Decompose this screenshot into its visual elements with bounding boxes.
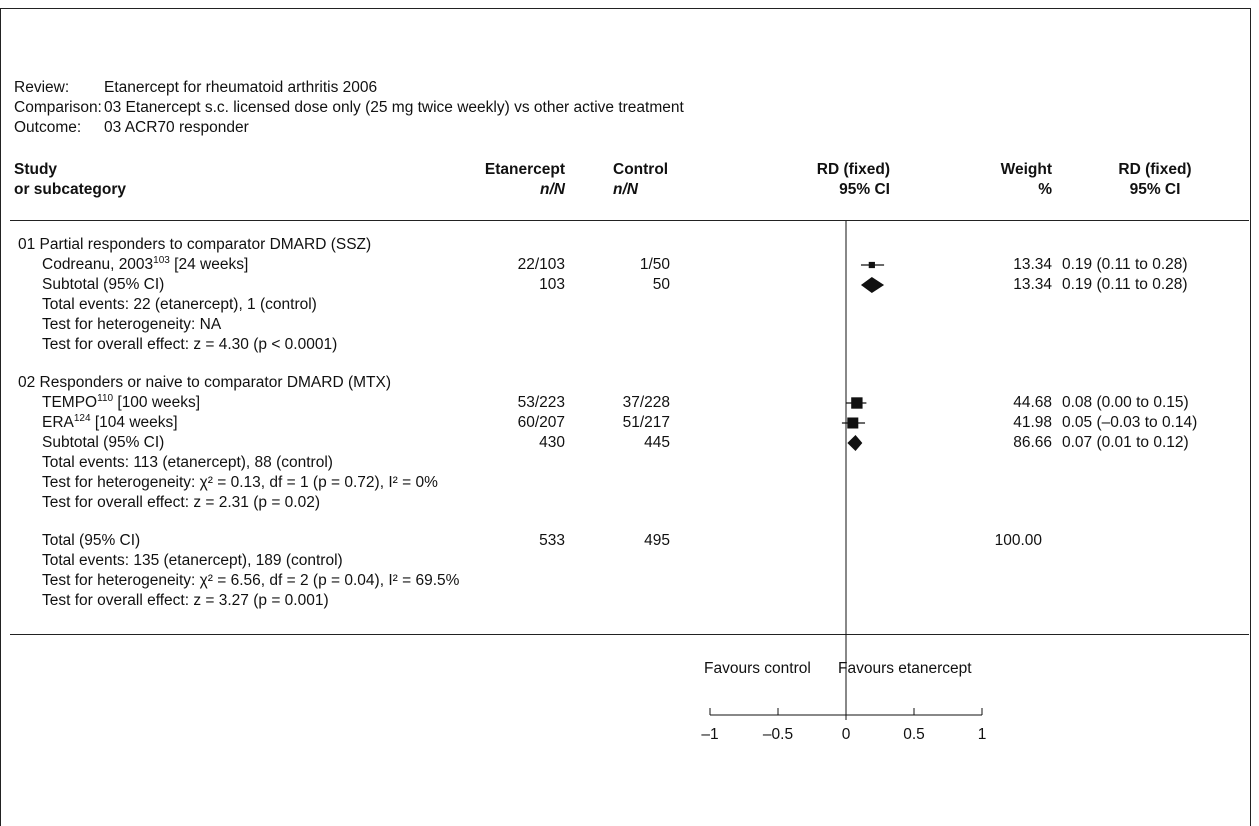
study-label: Codreanu, 2003103 [24 weeks] <box>42 254 249 273</box>
etan-events: 53/223 <box>517 394 565 411</box>
study-point <box>847 417 859 429</box>
overall-effect-test: Test for overall effect: z = 2.31 (p = 0… <box>42 494 321 511</box>
ci-text: 0.19 (0.11 to 0.28) <box>1062 256 1188 273</box>
col-etanercept: Etanercept <box>484 161 565 178</box>
total-etan: 533 <box>539 532 565 549</box>
total-weight: 100.00 <box>994 532 1042 549</box>
favours-etanercept-label: Favours etanercept <box>838 660 972 677</box>
etan-events: 22/103 <box>517 256 565 273</box>
group-title: 01 Partial responders to comparator DMAR… <box>18 236 372 253</box>
study-point <box>851 397 863 409</box>
heterogeneity-test: Test for heterogeneity: NA <box>42 316 222 333</box>
ci-text: 0.08 (0.00 to 0.15) <box>1062 394 1189 411</box>
col-subcategory: or subcategory <box>14 181 126 198</box>
review-value: Etanercept for rheumatoid arthritis 2006 <box>104 79 378 96</box>
overall-effect-test: Test for overall effect: z = 3.27 (p = 0… <box>42 592 329 609</box>
col-control: Control <box>613 161 669 178</box>
x-tick-label: –0.5 <box>763 726 793 743</box>
weight-value: 44.68 <box>1013 394 1052 411</box>
subtotal-ctrl: 445 <box>644 434 670 451</box>
x-tick-label: –1 <box>701 726 718 743</box>
subtotal-weight: 86.66 <box>1013 434 1052 451</box>
subtotal-ctrl: 50 <box>652 276 670 293</box>
col-rd-ci-2: 95% CI <box>1129 181 1181 198</box>
ctrl-events: 51/217 <box>622 414 670 431</box>
etan-events: 60/207 <box>517 414 565 431</box>
subtotal-ci-text: 0.19 (0.11 to 0.28) <box>1062 276 1188 293</box>
subtotal-etan: 103 <box>539 276 565 293</box>
subtotal-diamond <box>847 435 863 451</box>
col-etanercept-nn: n/N <box>540 181 565 198</box>
figure-frame <box>0 8 1251 826</box>
weight-value: 41.98 <box>1013 414 1052 431</box>
subtotal-label: Subtotal (95% CI) <box>42 276 165 293</box>
study-point <box>868 261 875 269</box>
total-ctrl: 495 <box>644 532 670 549</box>
header-divider <box>10 220 1249 221</box>
review-label: Review: <box>14 79 70 96</box>
weight-value: 13.34 <box>1013 256 1052 273</box>
col-rd-ci: 95% CI <box>839 181 890 198</box>
overall-effect-test: Test for overall effect: z = 4.30 (p < 0… <box>42 336 338 353</box>
outcome-value: 03 ACR70 responder <box>104 119 249 136</box>
total-events: Total events: 113 (etanercept), 88 (cont… <box>42 454 333 471</box>
bottom-divider <box>10 634 1249 635</box>
study-label: TEMPO110 [100 weeks] <box>42 392 201 411</box>
x-tick-label: 0 <box>842 726 851 743</box>
study-label: ERA124 [104 weeks] <box>42 412 178 431</box>
heterogeneity-test: Test for heterogeneity: χ² = 6.56, df = … <box>42 572 460 589</box>
col-rd-fixed: RD (fixed) <box>816 161 890 178</box>
x-tick-label: 0.5 <box>903 726 925 743</box>
ctrl-events: 1/50 <box>639 256 670 273</box>
group-title: 02 Responders or naive to comparator DMA… <box>18 374 391 391</box>
ci-text: 0.05 (–0.03 to 0.14) <box>1062 414 1198 431</box>
subtotal-diamond <box>860 277 885 293</box>
col-control-nn: n/N <box>613 181 638 198</box>
comparison-label: Comparison: <box>14 99 102 116</box>
subtotal-weight: 13.34 <box>1013 276 1052 293</box>
subtotal-label: Subtotal (95% CI) <box>42 434 165 451</box>
col-weight-pct: % <box>1038 181 1052 198</box>
subtotal-ci-text: 0.07 (0.01 to 0.12) <box>1062 434 1189 451</box>
heterogeneity-test: Test for heterogeneity: χ² = 0.13, df = … <box>42 474 438 491</box>
col-study: Study <box>14 161 58 178</box>
total-events: Total events: 22 (etanercept), 1 (contro… <box>42 296 317 313</box>
total-label: Total (95% CI) <box>42 532 141 549</box>
ctrl-events: 37/228 <box>622 394 670 411</box>
comparison-value: 03 Etanercept s.c. licensed dose only (2… <box>104 99 684 116</box>
outcome-label: Outcome: <box>14 119 82 136</box>
col-rd-fixed-2: RD (fixed) <box>1118 161 1192 178</box>
x-tick-label: 1 <box>978 726 987 743</box>
favours-control-label: Favours control <box>704 660 811 677</box>
col-weight: Weight <box>1000 161 1052 178</box>
total-events: Total events: 135 (etanercept), 189 (con… <box>42 552 343 569</box>
subtotal-etan: 430 <box>539 434 565 451</box>
